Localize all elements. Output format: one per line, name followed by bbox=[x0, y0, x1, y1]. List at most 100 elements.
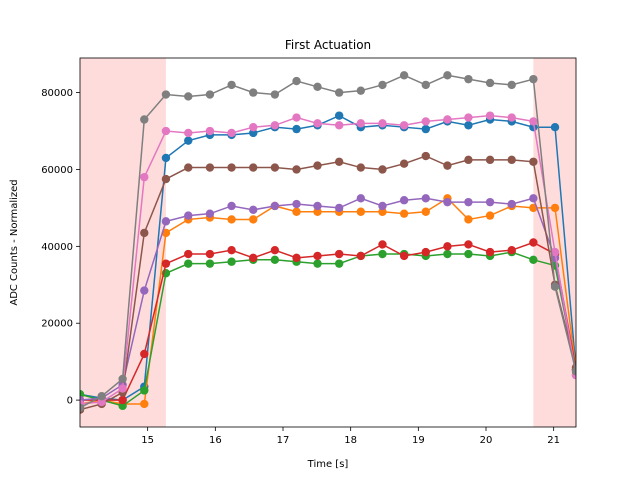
series-6-point bbox=[378, 165, 387, 174]
series-layer bbox=[80, 71, 576, 414]
series-1-point bbox=[184, 136, 193, 145]
y-tick-label: 0 bbox=[67, 396, 73, 407]
series-8 bbox=[80, 71, 576, 412]
y-axis-label: ADC Counts - Normalized bbox=[9, 179, 20, 305]
y-axis-ticks: 0 20000 40000 60000 80000 bbox=[41, 88, 80, 407]
series-6-point bbox=[485, 155, 495, 165]
series-8-point bbox=[507, 80, 516, 90]
series-8-point bbox=[313, 82, 322, 92]
series-3-point bbox=[205, 259, 215, 268]
series-2-point bbox=[313, 207, 322, 216]
series-1-point bbox=[529, 122, 538, 132]
series-4-point bbox=[313, 251, 322, 261]
series-4-point bbox=[184, 249, 193, 259]
series-8-point bbox=[227, 80, 236, 90]
series-7-point bbox=[334, 121, 344, 130]
series-7-point bbox=[161, 126, 171, 136]
x-tick-label: 16 bbox=[209, 435, 222, 446]
series-2-point bbox=[356, 207, 366, 216]
series-5-point bbox=[334, 203, 344, 213]
series-2-point bbox=[292, 207, 301, 216]
x-axis-ticks: 15 16 17 18 19 20 21 bbox=[141, 427, 560, 446]
series-4-point bbox=[118, 395, 127, 405]
series-4-point bbox=[399, 251, 409, 261]
series-1-point bbox=[421, 124, 430, 134]
series-7-point bbox=[378, 119, 387, 128]
series-6-point bbox=[270, 163, 280, 172]
series-2-point bbox=[227, 215, 236, 224]
series-6-point bbox=[205, 163, 215, 172]
series-3-point bbox=[443, 249, 452, 259]
series-6-point bbox=[292, 165, 301, 174]
y-tick-label: 20000 bbox=[41, 319, 73, 330]
series-5-point bbox=[184, 211, 193, 220]
series-8-point bbox=[140, 115, 149, 124]
series-5-point bbox=[270, 201, 280, 211]
series-4-point bbox=[140, 349, 149, 359]
series-3-point bbox=[313, 259, 322, 268]
series-7-point bbox=[507, 113, 516, 122]
series-5-point bbox=[421, 194, 430, 203]
series-5-point bbox=[205, 209, 215, 218]
series-8-point bbox=[292, 76, 301, 86]
series-7-point bbox=[464, 113, 473, 122]
series-2-point bbox=[464, 215, 473, 224]
series-3-point bbox=[118, 401, 127, 411]
series-7-point bbox=[184, 128, 193, 138]
series-6-point bbox=[184, 163, 193, 172]
series-4-point bbox=[529, 238, 538, 247]
series-4-point bbox=[356, 251, 366, 261]
series-3-point bbox=[378, 249, 387, 259]
series-7-point bbox=[356, 119, 366, 128]
series-7-point bbox=[421, 117, 430, 126]
series-3-point bbox=[334, 259, 344, 268]
series-7-point bbox=[529, 117, 538, 126]
series-7-point bbox=[97, 397, 106, 407]
series-8-point bbox=[550, 282, 560, 291]
series-8-point bbox=[421, 80, 430, 90]
series-2-point bbox=[485, 211, 495, 220]
x-tick-label: 18 bbox=[344, 435, 357, 446]
series-8-point bbox=[334, 88, 344, 97]
series-7-point bbox=[227, 128, 236, 138]
series-5-point bbox=[443, 197, 452, 207]
series-4 bbox=[80, 238, 576, 405]
series-2-point bbox=[249, 215, 258, 224]
series-4-point bbox=[227, 245, 236, 255]
series-5-point bbox=[485, 197, 495, 207]
series-4-point bbox=[421, 247, 430, 257]
series-6-point bbox=[334, 157, 344, 166]
shaded-regions bbox=[80, 58, 576, 427]
series-8-point bbox=[270, 90, 280, 99]
series-4-point bbox=[292, 253, 301, 263]
series-8-point bbox=[97, 392, 106, 401]
series-4-point bbox=[334, 249, 344, 259]
series-6-point bbox=[421, 151, 430, 161]
series-6-point bbox=[313, 161, 322, 170]
series-8-point bbox=[529, 74, 538, 84]
series-3-point bbox=[184, 259, 193, 268]
series-6-point bbox=[507, 155, 516, 165]
shaded-region-1 bbox=[80, 58, 166, 427]
series-7-point bbox=[205, 126, 215, 136]
series-6-point bbox=[443, 161, 452, 170]
y-tick-label: 60000 bbox=[41, 165, 73, 176]
series-1-point bbox=[161, 153, 171, 163]
series-5-point bbox=[356, 194, 366, 203]
shaded-region-2 bbox=[533, 58, 576, 427]
x-tick-label: 19 bbox=[412, 435, 425, 446]
series-3-point bbox=[140, 386, 149, 395]
series-5-point bbox=[313, 201, 322, 211]
x-tick-label: 20 bbox=[480, 435, 493, 446]
series-5-point bbox=[378, 201, 387, 211]
series-7-point bbox=[118, 384, 127, 393]
series-8-point bbox=[184, 92, 193, 101]
series-3-point bbox=[464, 249, 473, 259]
series-7-point bbox=[292, 113, 301, 122]
x-tick-label: 21 bbox=[547, 435, 560, 446]
series-4-point bbox=[270, 245, 280, 255]
y-tick-label: 40000 bbox=[41, 242, 73, 253]
series-7-point bbox=[399, 121, 409, 130]
series-8-point bbox=[161, 90, 171, 99]
